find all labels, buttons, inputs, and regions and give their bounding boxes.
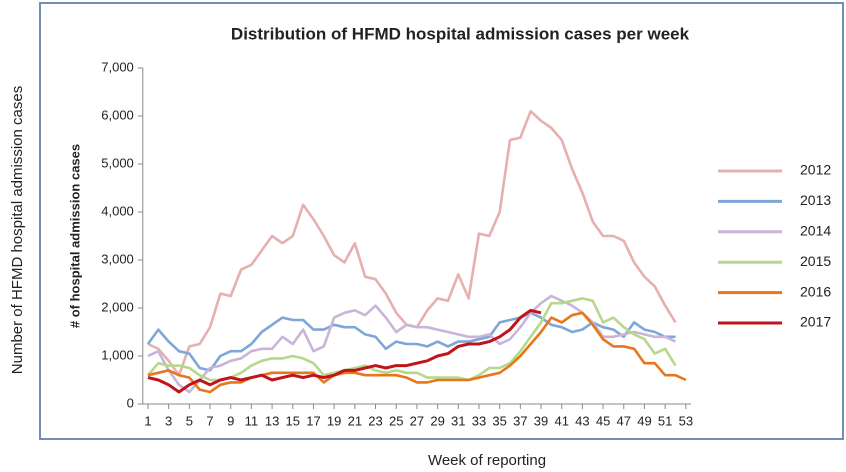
- x-tick-label: 49: [637, 413, 651, 428]
- x-tick-label: 23: [368, 413, 382, 428]
- y-tick-label: 0: [127, 395, 134, 410]
- legend-label: 2015: [800, 253, 831, 269]
- y-tick-label: 5,000: [101, 155, 134, 170]
- series-line: [147, 311, 687, 394]
- x-tick-label: 11: [245, 413, 259, 428]
- x-tick-label: 25: [389, 413, 403, 428]
- y-tick-label: 6,000: [101, 107, 134, 122]
- legend-label: 2017: [800, 314, 831, 330]
- x-tick-label: 29: [430, 413, 444, 428]
- y-tick-label: 4,000: [101, 203, 134, 218]
- x-tick-label: 39: [534, 413, 548, 428]
- x-tick-label: 35: [492, 413, 506, 428]
- x-tick-label: 53: [679, 413, 693, 428]
- series-line: [146, 311, 676, 372]
- y-tick-label: 3,000: [101, 251, 134, 266]
- x-tick-label: 1: [144, 413, 151, 428]
- y-axis-label: # of hospital admission cases: [67, 144, 82, 328]
- legend-label: 2013: [800, 192, 831, 208]
- legend-label: 2014: [800, 223, 831, 239]
- x-tick-label: 9: [227, 413, 234, 428]
- series-line: [147, 308, 542, 394]
- x-tick-label: 41: [554, 413, 568, 428]
- x-tick-label: 5: [186, 413, 193, 428]
- series-line: [146, 297, 677, 382]
- x-tick-label: 3: [165, 413, 172, 428]
- x-tick-label: 43: [575, 413, 589, 428]
- chart-frame: [39, 2, 844, 440]
- x-tick-label: 13: [265, 413, 279, 428]
- x-tick-label: 21: [348, 413, 362, 428]
- y-tick-label: 7,000: [101, 59, 134, 74]
- x-tick-label: 27: [410, 413, 424, 428]
- x-tick-label: 17: [306, 413, 320, 428]
- x-tick-label: 33: [472, 413, 486, 428]
- series-line: [147, 109, 677, 377]
- x-tick-label: 45: [596, 413, 610, 428]
- legend-label: 2012: [800, 162, 831, 178]
- outer-y-label: Number of HFMD hospital admission cases: [9, 86, 26, 374]
- chart-title: Distribution of HFMD hospital admission …: [231, 24, 690, 43]
- x-tick-label: 47: [617, 413, 631, 428]
- x-tick-label: 37: [513, 413, 527, 428]
- y-tick-label: 2,000: [101, 299, 134, 314]
- y-tick-label: 1,000: [101, 347, 134, 362]
- x-axis-label: Week of reporting: [428, 452, 546, 469]
- x-tick-label: 15: [286, 413, 300, 428]
- legend-label: 2016: [800, 283, 831, 299]
- x-tick-label: 7: [206, 413, 213, 428]
- x-tick-label: 31: [451, 413, 465, 428]
- x-tick-label: 19: [327, 413, 341, 428]
- x-tick-label: 51: [658, 413, 672, 428]
